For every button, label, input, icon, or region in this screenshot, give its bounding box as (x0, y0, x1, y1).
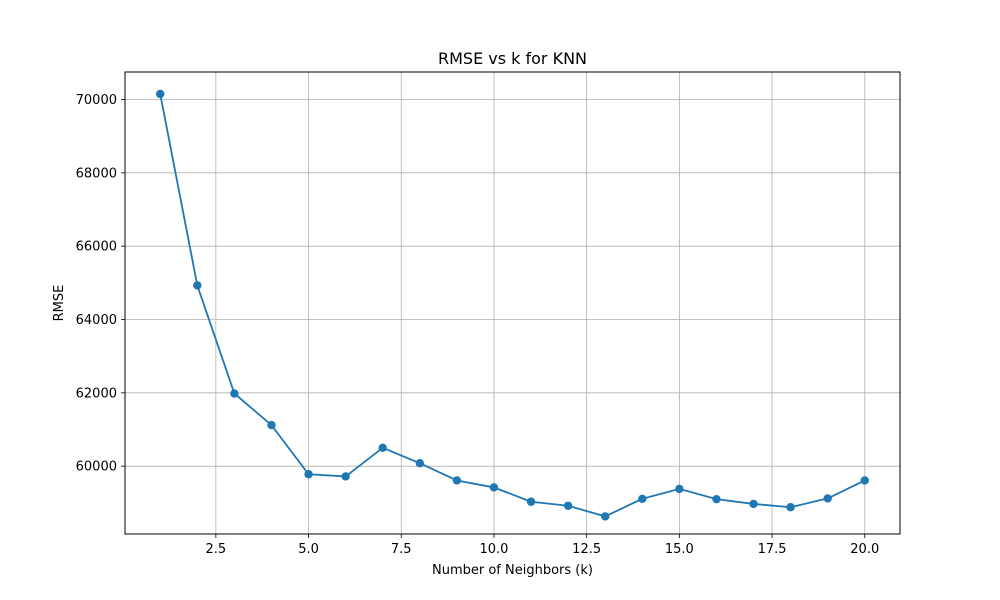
data-point (378, 443, 387, 453)
x-tick-label: 17.5 (758, 542, 787, 557)
data-point (601, 512, 610, 521)
data-point (823, 494, 832, 503)
x-tick-label: 7.5 (391, 542, 412, 557)
x-tick-label: 10.0 (479, 542, 508, 557)
x-tick-label: 2.5 (206, 542, 227, 557)
y-tick-label: 60000 (76, 460, 117, 475)
data-point (156, 89, 165, 99)
plot-area-frame (124, 71, 901, 535)
data-point (712, 494, 721, 504)
data-point (193, 281, 202, 290)
data-point (341, 472, 350, 481)
data-point (489, 483, 499, 492)
series-rmse (156, 89, 869, 521)
y-tick-label: 66000 (76, 240, 117, 255)
x-tick-label: 20.0 (850, 542, 879, 557)
data-point (267, 420, 276, 430)
data-point (304, 470, 313, 479)
data-point (860, 476, 869, 485)
data-point (638, 494, 647, 503)
y-tick-label: 62000 (76, 386, 117, 401)
y-tick-label: 70000 (76, 93, 117, 108)
x-tick-label: 5.0 (298, 542, 319, 557)
data-point (749, 499, 758, 509)
grid-lines (125, 72, 900, 534)
x-tick-label: 15.0 (665, 542, 694, 557)
data-point (526, 497, 536, 506)
data-point (675, 484, 684, 494)
axis-ticks: 2.5 5.0 7.5 10.0 12.5 15.0 17.5 20.0 60000 62000 6… (76, 93, 880, 557)
data-point (230, 389, 239, 398)
data-point (786, 503, 795, 512)
y-axis-title: RMSE (52, 285, 67, 322)
chart-title: RMSE vs k for KNN (438, 49, 587, 68)
series-line (159, 93, 866, 518)
data-point (452, 476, 462, 485)
x-axis-title: Number of Neighbors (k) (432, 563, 593, 578)
data-point (415, 459, 424, 468)
x-tick-label: 12.5 (572, 542, 601, 557)
data-point (563, 501, 573, 510)
y-tick-label: 64000 (76, 313, 117, 328)
y-tick-label: 68000 (76, 166, 117, 181)
